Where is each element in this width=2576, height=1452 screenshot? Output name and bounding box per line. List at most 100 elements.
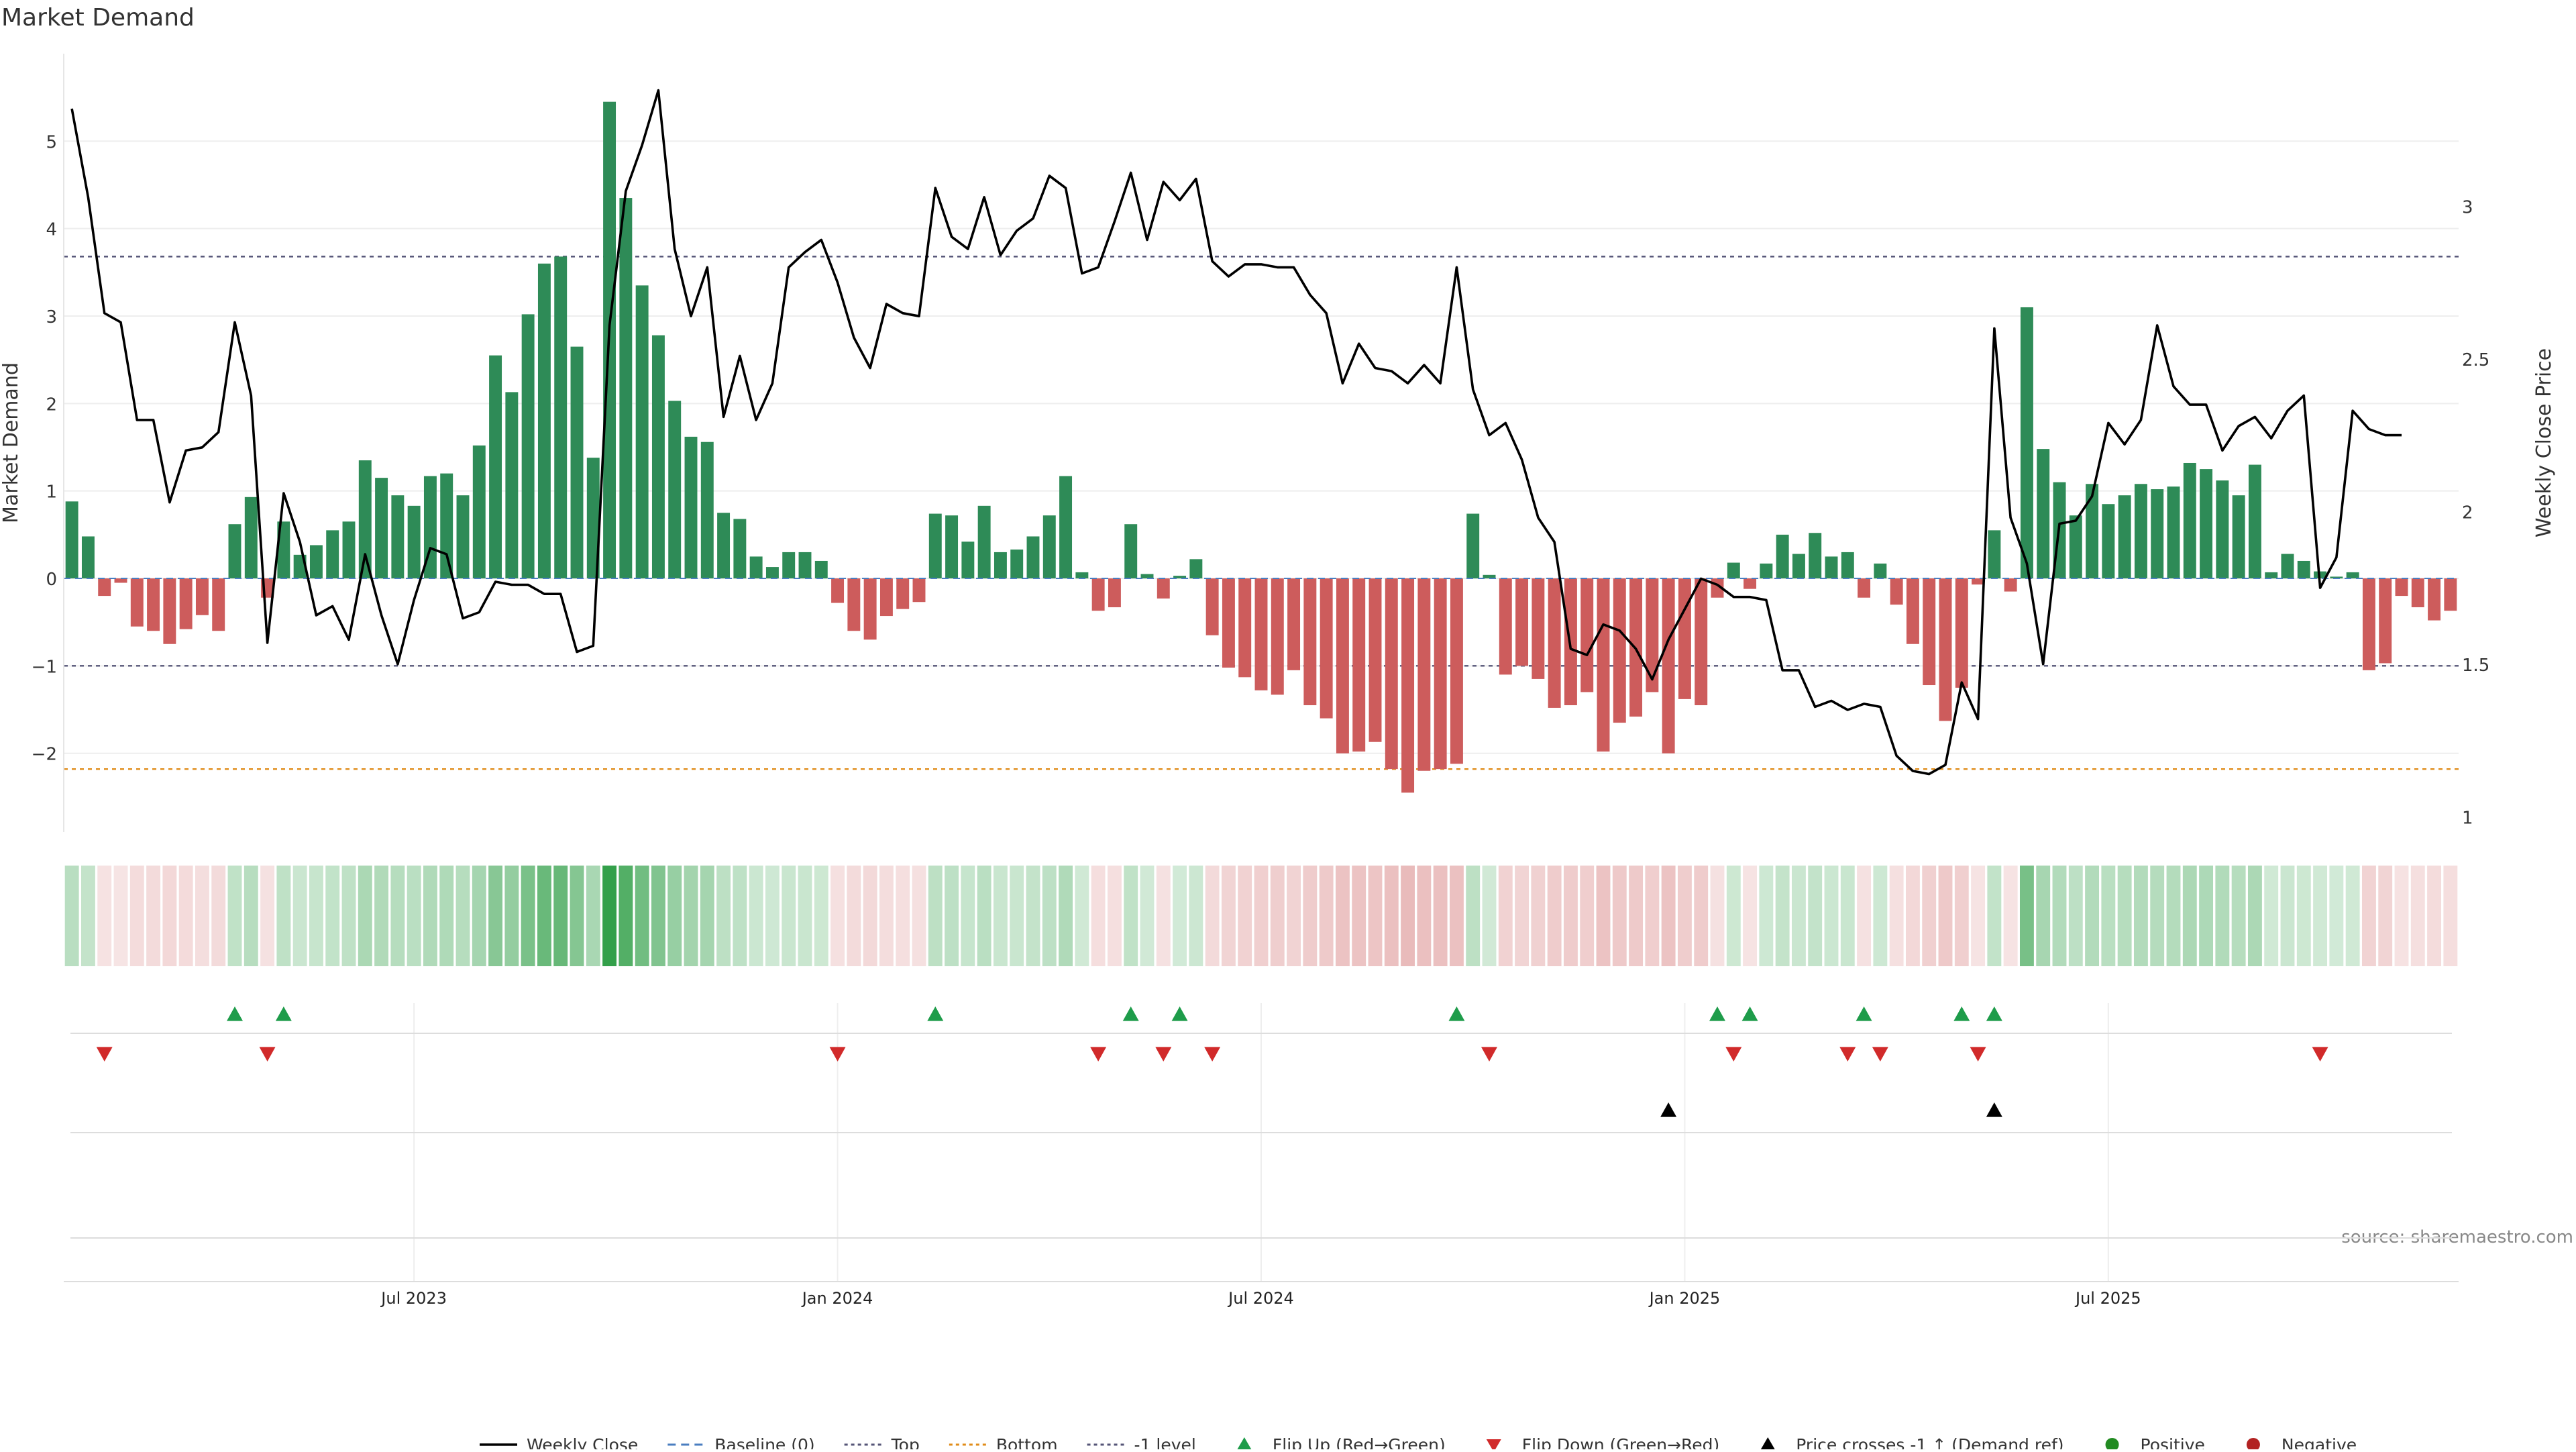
flip-down-marker [1204, 1047, 1221, 1061]
heat-cell [2036, 866, 2051, 966]
heat-cell [178, 866, 193, 966]
demand-bar [98, 578, 111, 597]
grid [64, 140, 2459, 1282]
legend-swatch [1486, 1439, 1501, 1452]
heat-cell [651, 866, 665, 966]
heat-cell [619, 866, 633, 966]
y-tick-label: −1 [32, 657, 57, 677]
heat-cell [2215, 866, 2230, 966]
demand-bar [554, 256, 568, 579]
x-tick-label: Jul 2025 [2074, 1289, 2141, 1308]
heat-cell [390, 866, 405, 966]
heat-cell [896, 866, 910, 966]
demand-bar [277, 521, 290, 579]
heat-cell [2199, 866, 2214, 966]
demand-bar [2232, 495, 2245, 579]
heat-cell [2280, 866, 2295, 966]
heat-cell [1124, 866, 1138, 966]
demand-bar [1238, 578, 1252, 678]
heat-cell [2443, 866, 2458, 966]
heat-cell [1059, 866, 1073, 966]
heat-cell [1042, 866, 1057, 966]
demand-bar [586, 458, 600, 579]
demand-bar [2069, 515, 2082, 579]
demand-bar [668, 401, 682, 579]
heat-cell [2052, 866, 2067, 966]
heat-cell [798, 866, 812, 966]
heat-cell [1612, 866, 1627, 966]
heat-cell [2085, 866, 2100, 966]
demand-bar [879, 578, 893, 617]
demand-bar [700, 442, 714, 579]
demand-bar [505, 392, 519, 579]
flip-down-marker [96, 1047, 113, 1061]
demand-bar [1287, 578, 1301, 670]
legend-label: Top [891, 1435, 920, 1449]
demand-bar [1320, 578, 1333, 719]
legend-label: Negative [2282, 1435, 2357, 1449]
demand-bar [147, 578, 160, 631]
demand-bar [1906, 578, 1919, 644]
heat-cell [1775, 866, 1790, 966]
flip-up-marker [227, 1006, 243, 1021]
heat-cell [2150, 866, 2165, 966]
heat-cell [2329, 866, 2344, 966]
demand-bar [1760, 563, 1773, 579]
heat-cell [1221, 866, 1236, 966]
legend-label: Bottom [996, 1435, 1058, 1449]
demand-bar [994, 552, 1007, 579]
demand-bar [684, 436, 698, 579]
demand-bar [1417, 578, 1431, 771]
legend: Weekly Close Baseline (0) Top Bottom -1 leve… [480, 1435, 2357, 1452]
demand-bar [1075, 572, 1089, 579]
demand-bar [1483, 574, 1496, 579]
heat-cell [2247, 866, 2262, 966]
heat-cell [97, 866, 112, 966]
heat-cell [1873, 866, 1888, 966]
heat-cell [733, 866, 747, 966]
heat-cell [1938, 866, 1953, 966]
demand-bar [1825, 556, 1838, 579]
demand-bar [195, 578, 209, 615]
heat-cell [1515, 866, 1529, 966]
chart-title: Market Demand [1, 4, 195, 32]
heat-cell [1205, 866, 1220, 966]
heat-cell [2003, 866, 2018, 966]
heat-cell [504, 866, 519, 966]
demand-bar [2281, 554, 2294, 579]
heat-cell [1547, 866, 1562, 966]
demand-bar [2037, 449, 2050, 579]
x-tick-label: Jul 2023 [380, 1289, 447, 1308]
demand-bar [1597, 578, 1610, 752]
demand-bar [163, 578, 176, 644]
y-tick-label: 4 [46, 220, 57, 240]
heat-cell [407, 866, 421, 966]
heat-cell [879, 866, 894, 966]
legend-item: Flip Down (Green→Red) [1486, 1435, 1719, 1452]
demand-bar [2297, 560, 2310, 579]
legend-item: -1 level [1087, 1435, 1196, 1452]
heat-cell [358, 866, 372, 966]
heat-cell [1335, 866, 1350, 966]
heat-cell [1449, 866, 1464, 966]
demand-bar [1140, 574, 1154, 579]
heat-cell [2133, 866, 2148, 966]
heat-cell [1482, 866, 1497, 966]
heat-cell [1173, 866, 1187, 966]
y2-tick-label: 2.5 [2462, 350, 2489, 370]
heat-cell [341, 866, 356, 966]
flip-down-marker [1725, 1047, 1742, 1061]
flip-down-marker [1839, 1047, 1856, 1061]
demand-bar [749, 556, 763, 579]
legend-item: Positive [2105, 1435, 2205, 1452]
demand-bar [326, 530, 339, 579]
x-tick-label: Jan 2024 [801, 1289, 873, 1308]
demand-bar [2411, 578, 2424, 608]
demand-bar [2216, 480, 2229, 579]
heat-cell [2378, 866, 2393, 966]
flip-down-marker [1872, 1047, 1888, 1061]
heat-cell [146, 866, 161, 966]
y-axis-label: Market Demand [0, 362, 23, 523]
x-tick-label: Jul 2024 [1227, 1289, 1294, 1308]
heat-cell [1922, 866, 1937, 966]
